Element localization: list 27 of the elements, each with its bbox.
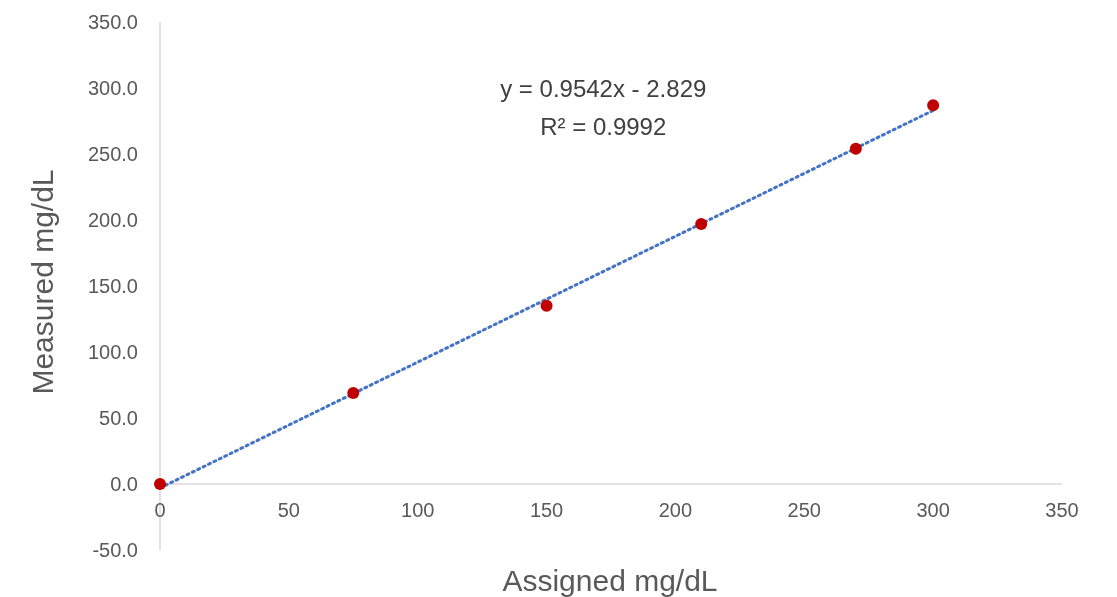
point [695,217,708,230]
y-tick-label: -50.0 [92,539,138,561]
point [540,299,553,312]
y-tick-label: 300.0 [87,77,138,99]
x-tick-label: 100 [401,499,435,521]
x-tick-label: 0 [154,499,166,521]
point [347,386,360,399]
x-tick-label: 150 [529,499,564,521]
x-axis-title: Assigned mg/dL [502,564,718,597]
y-tick-label: 100.0 [87,341,138,363]
x-tick-label: 200 [658,499,693,521]
x-tick-label: 250 [787,499,821,521]
y-tick-label: 250.0 [87,143,138,165]
y-axis-title: Measured mg/dL [26,169,59,395]
y-tick-label: 50.0 [99,407,138,429]
y-tick-label: 350.0 [87,11,138,33]
point [849,142,862,155]
y-tick-label: 200.0 [87,209,138,231]
x-tick-label: 50 [277,499,300,521]
x-tick-label: 350 [1045,499,1079,521]
y-tick-label: 0.0 [110,473,138,495]
x-tick-label: 300 [916,499,950,521]
point [927,99,940,112]
point [154,478,166,490]
annotation: y = 0.9542x - 2.829 [500,75,707,102]
annotation: R² = 0.9992 [540,113,667,140]
y-tick-label: 150.0 [87,275,138,297]
